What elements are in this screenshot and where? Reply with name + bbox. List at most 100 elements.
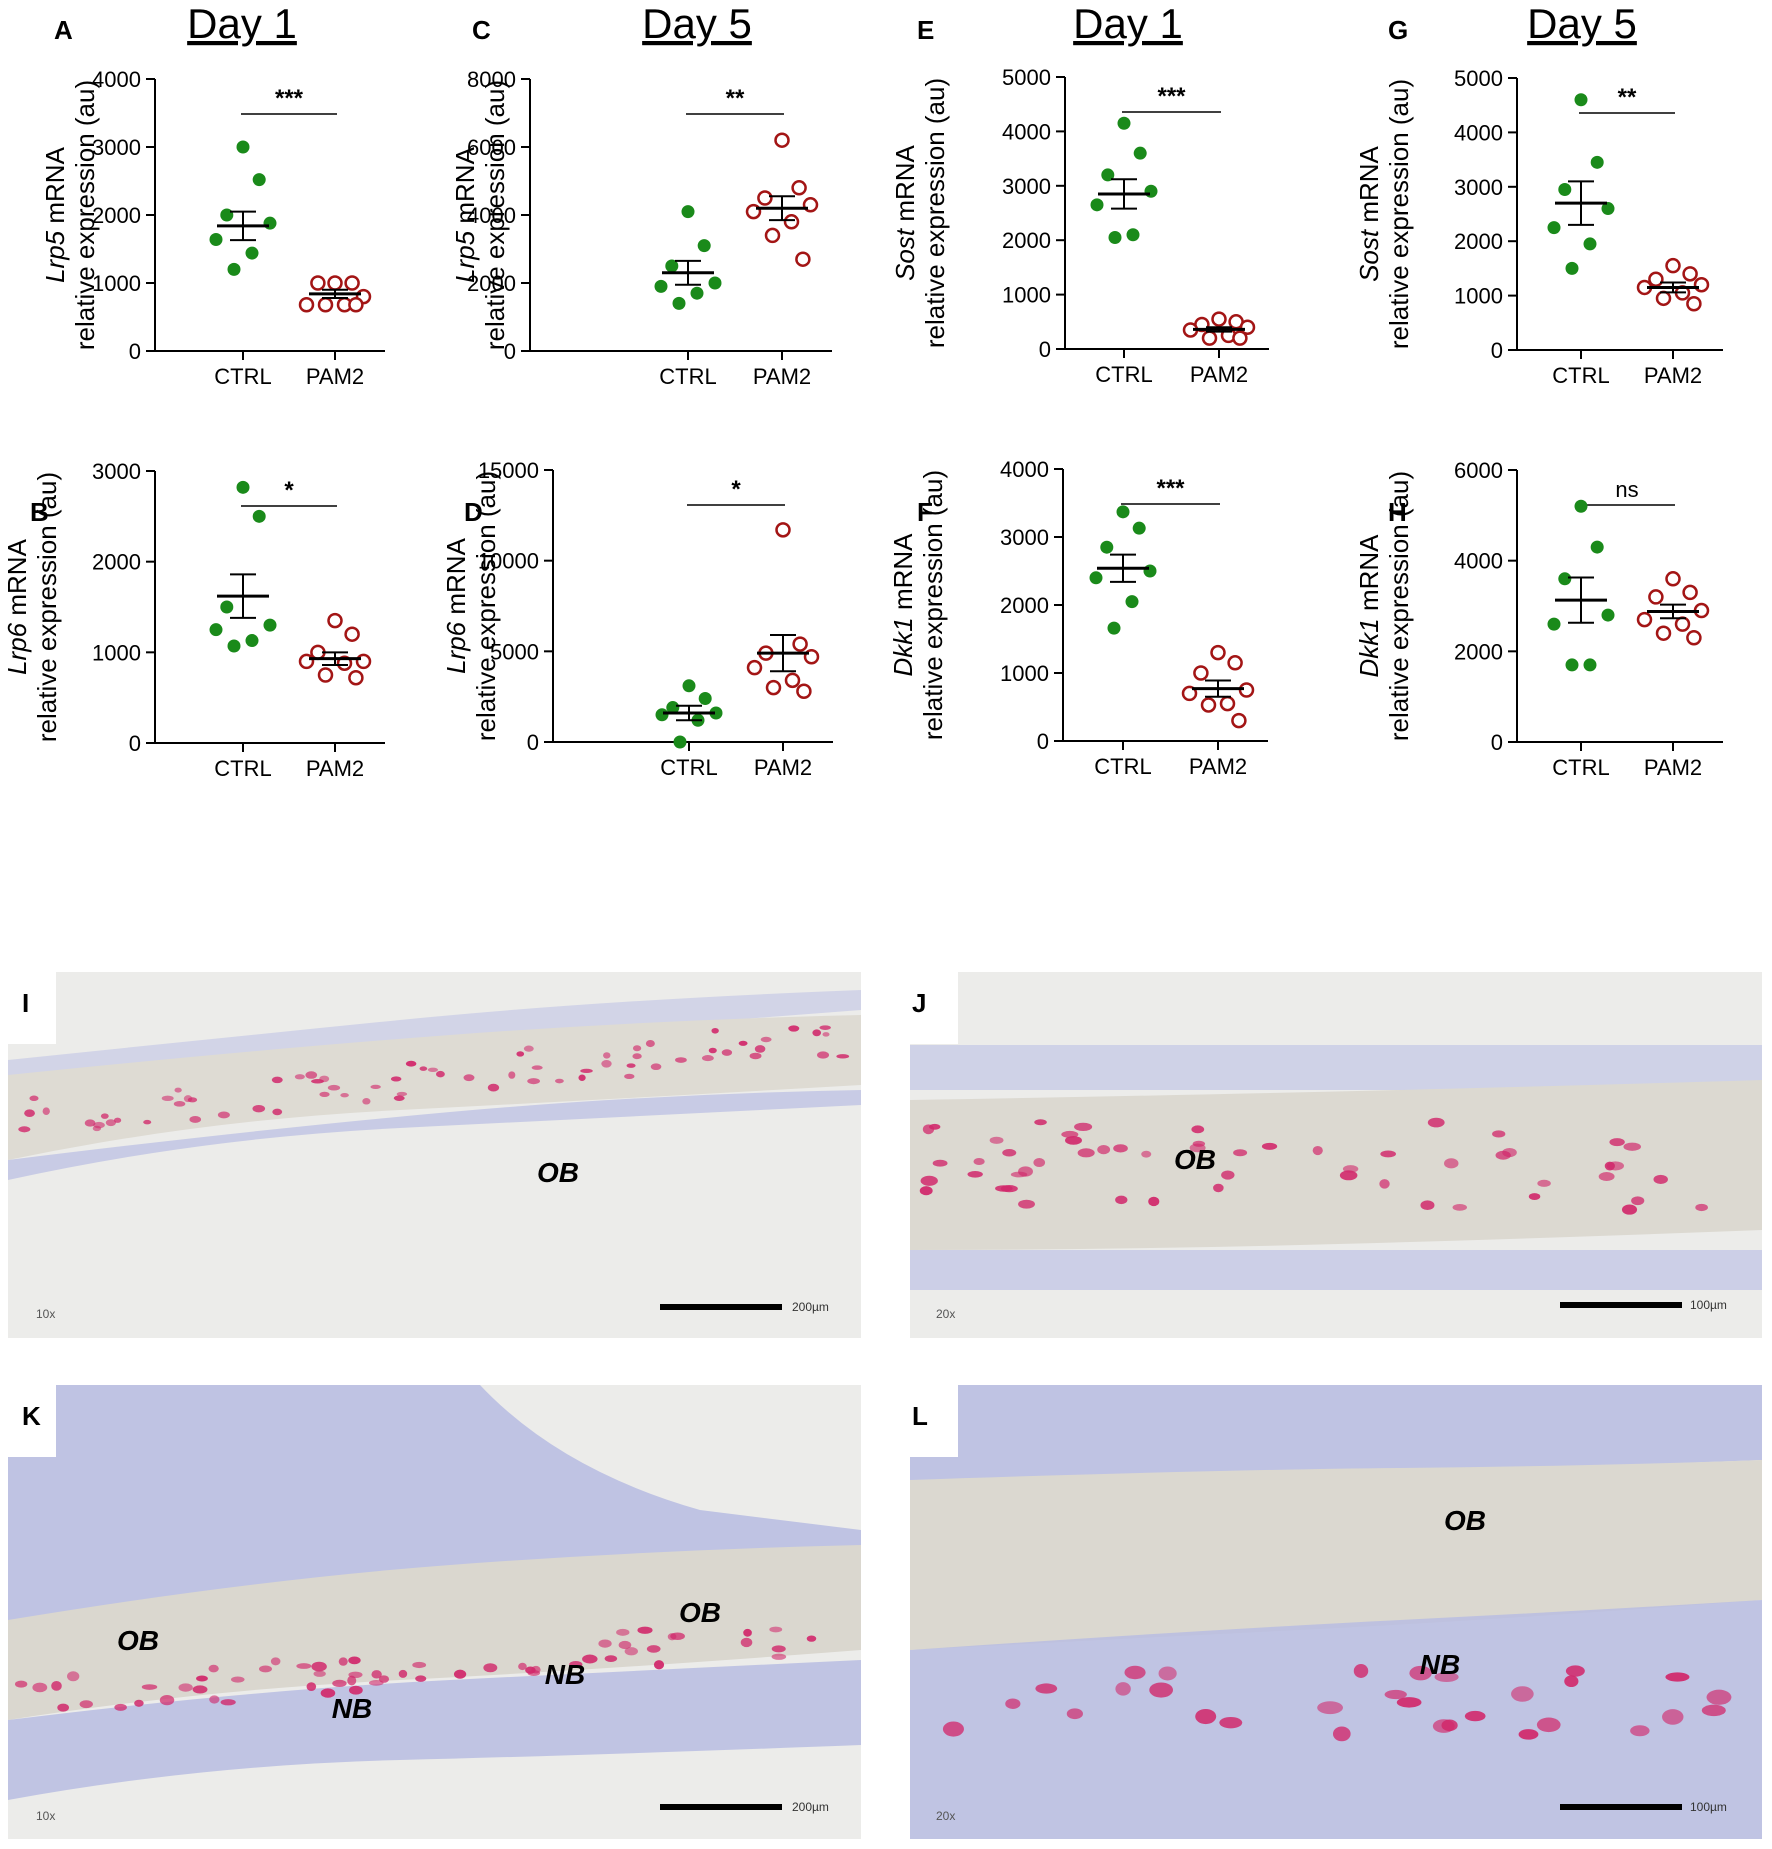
micrograph-i-label-ob: OB xyxy=(537,1157,579,1188)
stained-cell xyxy=(1115,1195,1128,1205)
stained-cell xyxy=(836,1054,850,1059)
stained-cell xyxy=(1191,1125,1205,1134)
data-point-ctrl xyxy=(227,262,241,276)
stained-cell xyxy=(1219,1716,1243,1729)
data-point-pam2 xyxy=(317,667,334,683)
y-axis-label-line1: Lrp5 mRNA xyxy=(450,146,480,282)
title-day-g: Day 5 xyxy=(1527,0,1637,47)
stained-cell xyxy=(1379,1179,1390,1189)
stained-cell xyxy=(1427,1117,1445,1128)
panel-a: A 0 1000 2000 3000 4000 CTRL PAM2 Lrp5 mRNA relat… xyxy=(40,15,385,389)
data-point-pam2 xyxy=(784,672,801,689)
y-axis-label-line2: relative expression (au) xyxy=(70,80,100,350)
y-axis-gene-name: Lrp6 xyxy=(441,621,471,674)
stained-cell xyxy=(942,1721,964,1737)
stained-cell xyxy=(220,1699,236,1706)
x-tick-label: PAM2 xyxy=(754,755,812,780)
stained-cell xyxy=(721,1049,733,1056)
stained-cell xyxy=(113,1117,122,1123)
y-axis-label-line2: relative expression (au) xyxy=(1384,471,1414,741)
stained-cell xyxy=(1511,1686,1534,1702)
y-tick-label: 15000 xyxy=(478,458,539,483)
panel-d: D 0 5000 10000 15000 CTRL PAM2 Lrp6 mRNA relativ… xyxy=(441,458,833,780)
stained-cell xyxy=(1630,1725,1650,1737)
panel-f: F 0 1000 2000 3000 4000 CTRL PAM2 Dkk1 mRNA relat… xyxy=(888,457,1268,779)
x-tick-label: PAM2 xyxy=(306,756,364,781)
micrograph-k-corner-mask xyxy=(8,1385,56,1457)
data-point-pam2 xyxy=(344,275,360,291)
micrograph-l-label-nb: NB xyxy=(1420,1649,1460,1680)
title-day-a: Day 1 xyxy=(187,0,297,47)
stained-cell xyxy=(183,1095,193,1103)
micrograph-j-stained-cells xyxy=(919,1117,1708,1215)
micrograph-i-scale-bar xyxy=(660,1304,782,1310)
stained-cell xyxy=(327,1084,341,1091)
data-point-ctrl xyxy=(1574,93,1588,107)
data-point-ctrl xyxy=(1144,184,1158,198)
stained-cell xyxy=(1606,1161,1624,1171)
y-axis-label-line1: Lrp6 mRNA xyxy=(2,538,32,674)
data-point-ctrl xyxy=(236,140,250,154)
stained-cell xyxy=(178,1683,193,1692)
data-point-pam2 xyxy=(1655,625,1672,641)
micrograph-i-bone-band xyxy=(8,1015,861,1160)
micrograph-k-stroma-lower xyxy=(8,1660,861,1800)
stained-cell xyxy=(347,1675,357,1686)
stained-cell xyxy=(1113,1144,1128,1153)
stained-cell xyxy=(398,1669,408,1678)
micrograph-l-label-ob: OB xyxy=(1444,1505,1486,1536)
stained-cell xyxy=(57,1703,70,1712)
y-tick-label: 2000 xyxy=(92,203,141,228)
stained-cell xyxy=(531,1065,543,1070)
data-point-ctrl xyxy=(1133,146,1147,160)
stained-cell xyxy=(1380,1150,1396,1158)
stained-cell xyxy=(995,1185,1013,1192)
panel-letter-b: B xyxy=(30,497,49,527)
stained-cell xyxy=(311,1661,327,1672)
micrograph-j-label-ob: OB xyxy=(1174,1144,1216,1175)
data-point-ctrl xyxy=(672,296,686,310)
data-point-ctrl xyxy=(1089,571,1103,585)
stained-cell xyxy=(390,1076,402,1082)
y-tick-label: 4000 xyxy=(1000,457,1049,482)
y-tick-label: 1000 xyxy=(92,640,141,665)
data-point-pam2 xyxy=(764,227,781,244)
stained-cell xyxy=(463,1074,475,1082)
stained-cell xyxy=(1158,1666,1177,1681)
data-point-pam2 xyxy=(1648,589,1664,605)
data-point-ctrl xyxy=(1590,540,1604,554)
stained-cell xyxy=(1195,1708,1217,1725)
stained-cell xyxy=(1598,1172,1615,1182)
stained-cell xyxy=(932,1159,948,1167)
title-day-e: Day 1 xyxy=(1073,0,1183,47)
y-tick-label: 2000 xyxy=(92,550,141,575)
stained-cell xyxy=(320,1688,336,1698)
stained-cell xyxy=(340,1092,349,1098)
data-point-ctrl xyxy=(1583,658,1597,672)
data-point-ctrl xyxy=(1108,230,1122,244)
stained-cell xyxy=(626,1063,636,1068)
stained-cell xyxy=(1097,1144,1111,1155)
y-axis-label-suffix: mRNA xyxy=(2,538,32,622)
stained-cell xyxy=(405,1060,417,1067)
y-tick-label: 1000 xyxy=(1002,283,1051,308)
y-axis-label-suffix: mRNA xyxy=(40,146,70,230)
stained-cell xyxy=(141,1684,158,1690)
stained-cell xyxy=(1653,1174,1668,1184)
y-tick-label: 3000 xyxy=(92,135,141,160)
title-day-c: Day 5 xyxy=(642,0,752,47)
y-tick-label: 0 xyxy=(1037,729,1049,754)
stained-cell xyxy=(650,1063,662,1071)
stained-cell xyxy=(667,1633,677,1641)
data-point-ctrl xyxy=(673,735,687,749)
data-point-ctrl xyxy=(1107,621,1121,635)
panel-letter-e: E xyxy=(917,15,934,45)
y-axis-gene-name: Dkk1 xyxy=(1354,618,1384,677)
stained-cell xyxy=(79,1700,93,1709)
data-point-pam2 xyxy=(765,679,782,696)
y-tick-label: 0 xyxy=(1491,730,1503,755)
data-point-pam2 xyxy=(1181,685,1198,702)
data-point-ctrl xyxy=(681,205,695,219)
stained-cell xyxy=(1621,1204,1638,1215)
